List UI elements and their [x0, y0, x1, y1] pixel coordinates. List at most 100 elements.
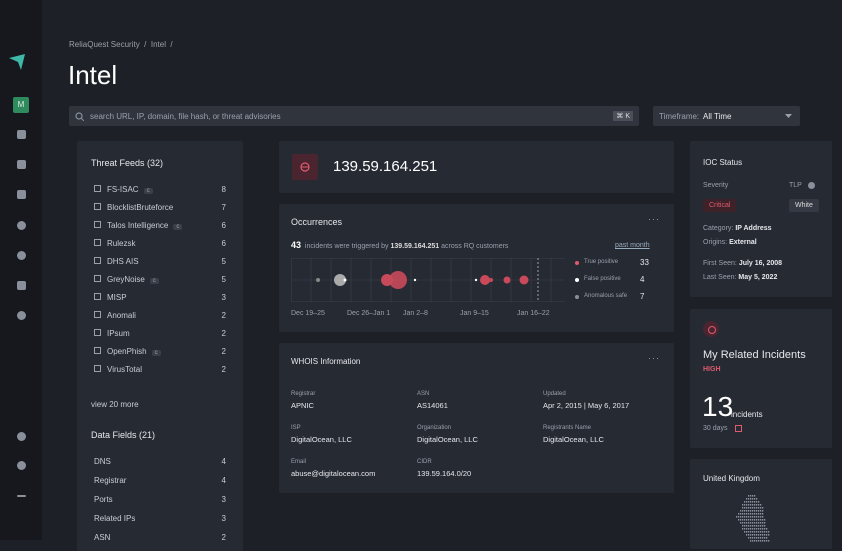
related-card: My Related Incidents HIGH 13 incidents 3…	[690, 309, 832, 448]
feed-row[interactable]: Talos Intelligence c 6	[94, 221, 226, 230]
map-dot	[748, 510, 750, 512]
feed-row[interactable]: DHS AIS 5	[94, 257, 226, 266]
detail-value: External	[729, 239, 757, 246]
nav-icon[interactable]	[17, 495, 26, 497]
map-dot	[750, 513, 752, 515]
map-dot	[760, 519, 762, 521]
map-dot	[750, 522, 752, 524]
map-dot	[754, 537, 756, 539]
map-dot	[738, 513, 740, 515]
map-dot	[758, 513, 760, 515]
feed-row[interactable]: Anomali 2	[94, 311, 226, 320]
map-dot	[744, 516, 746, 518]
feed-row[interactable]: OpenPhish c 2	[94, 347, 226, 356]
detail-row: First Seen: July 16, 2008	[703, 260, 782, 267]
field-label: Registrants Name	[543, 425, 592, 431]
feed-count: 2	[221, 347, 226, 356]
nav-icon[interactable]	[17, 281, 26, 290]
map-dot	[752, 501, 754, 503]
info-icon[interactable]	[808, 182, 815, 189]
map-dot	[752, 495, 754, 497]
timeframe-select[interactable]: Timeframe: All Time	[653, 106, 800, 126]
map-dot	[744, 510, 746, 512]
map-dot	[752, 504, 754, 506]
checkbox	[94, 221, 101, 228]
map-dot	[754, 513, 756, 515]
map-dot	[742, 510, 744, 512]
feed-row[interactable]: Rulezsk 6	[94, 239, 226, 248]
search-box[interactable]: search URL, IP, domain, file hash, or th…	[69, 106, 639, 126]
link-icon[interactable]	[735, 425, 742, 432]
map-dot	[742, 507, 744, 509]
map-dot	[742, 522, 744, 524]
map-dot	[750, 516, 752, 518]
related-icon	[703, 321, 719, 337]
search-icon	[75, 112, 84, 121]
nav-icon[interactable]	[17, 130, 26, 139]
map-dot	[750, 495, 752, 497]
field-row[interactable]: Registrar 4	[94, 476, 226, 485]
feed-count: 6	[221, 221, 226, 230]
menu[interactable]: ···	[648, 353, 660, 363]
map-dot	[750, 525, 752, 527]
feed-name: Talos Intelligence	[107, 221, 169, 230]
field-name: Ports	[94, 495, 113, 504]
avatar[interactable]: M	[13, 97, 29, 113]
map-dot	[738, 519, 740, 521]
feed-row[interactable]: FS-ISAC c 8	[94, 185, 226, 194]
field-label: ISP	[291, 425, 301, 431]
nav-icon[interactable]	[17, 311, 26, 320]
detail-row: Origins: External	[703, 239, 757, 246]
label: TLP	[789, 182, 802, 189]
feed-row[interactable]: MISP 3	[94, 293, 226, 302]
map-dot	[758, 525, 760, 527]
detail-value: May 5, 2022	[738, 274, 778, 281]
checkbox	[94, 293, 101, 300]
map-dot	[756, 501, 758, 503]
map-dot	[754, 525, 756, 527]
feed-name: BlocklistBruteforce	[107, 203, 174, 212]
map-dot	[760, 534, 762, 536]
period[interactable]: past month	[615, 242, 650, 249]
feeds-panel: Threat Feeds (32) view 20 more Data Fiel…	[77, 141, 243, 551]
map-dot	[742, 516, 744, 518]
map-dot	[744, 504, 746, 506]
nav-icon[interactable]	[17, 251, 26, 260]
feed-row[interactable]: BlocklistBruteforce 7	[94, 203, 226, 212]
map-dot	[752, 513, 754, 515]
separator: /	[144, 40, 147, 49]
feed-row[interactable]: VirusTotal 2	[94, 365, 226, 374]
map-dot	[744, 507, 746, 509]
feed-tag: c	[149, 278, 159, 284]
view-more[interactable]: view 20 more	[91, 400, 139, 409]
nav-icon[interactable]	[17, 160, 26, 169]
detail-label: Category:	[703, 225, 734, 232]
map-dot	[748, 507, 750, 509]
field-value: 139.59.164.0/20	[417, 469, 472, 478]
field-count: 4	[221, 457, 226, 466]
field-row[interactable]: DNS 4	[94, 457, 226, 466]
field-row[interactable]: Related IPs 3	[94, 514, 226, 523]
field-row[interactable]: Ports 3	[94, 495, 226, 504]
nav-icon[interactable]	[17, 432, 26, 441]
map-dot	[742, 504, 744, 506]
ip: 139.59.164.251	[390, 243, 440, 250]
nav-icon[interactable]	[17, 461, 26, 470]
breadcrumb: ReliaQuest Security / Intel /	[69, 40, 173, 49]
nav-icon[interactable]	[17, 190, 26, 199]
crumb[interactable]: Intel	[150, 40, 166, 49]
map-dot	[750, 498, 752, 500]
menu[interactable]: ···	[648, 214, 660, 224]
crumb[interactable]: ReliaQuest Security	[69, 40, 140, 49]
map-dot	[754, 507, 756, 509]
nav-icon[interactable]	[17, 221, 26, 230]
feed-count: 3	[221, 293, 226, 302]
field-value: AS14061	[417, 401, 448, 410]
field-row[interactable]: ASN 2	[94, 533, 226, 542]
feed-name: IPsum	[107, 329, 130, 338]
timeframe-value: All Time	[703, 112, 732, 121]
map-dot	[750, 537, 752, 539]
feed-row[interactable]: IPsum 2	[94, 329, 226, 338]
feed-row[interactable]: GreyNoise c 5	[94, 275, 226, 284]
page-title: Intel	[68, 60, 118, 90]
